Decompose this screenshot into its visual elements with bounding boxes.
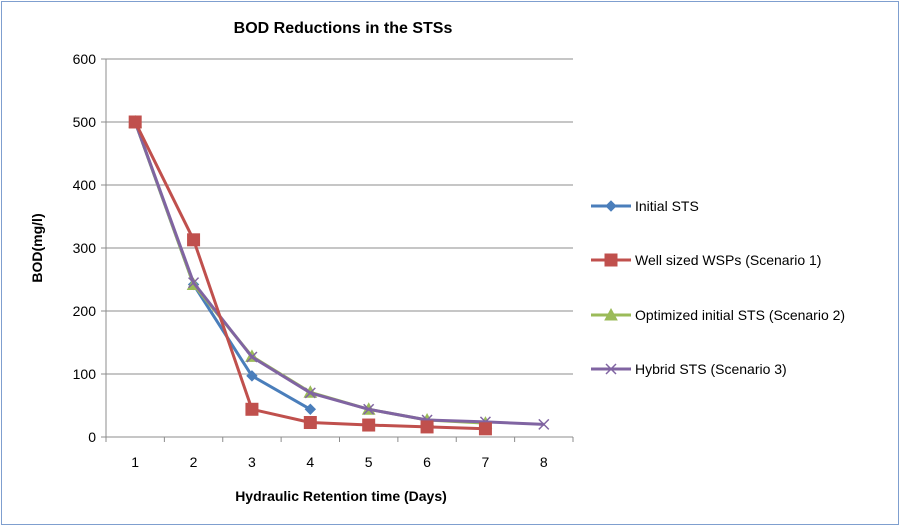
y-tick-labels: 0 100 200 300 400 500 600 [73,51,97,445]
legend-label: Optimized initial STS (Scenario 2) [635,307,845,323]
y-tick-label: 500 [73,114,97,130]
data-point [245,402,259,416]
y-axis-title: BOD(mg/l) [29,213,45,282]
legend-label: Initial STS [635,198,699,214]
gridlines [101,58,573,438]
y-tick-label: 300 [73,240,97,256]
series-2 [128,115,492,436]
x-tick-label: 7 [482,454,490,470]
legend-marker [604,253,618,267]
data-point [187,233,201,247]
data-point [304,403,317,415]
legend-item-2: Well sized WSPs (Scenario 1) [591,252,821,268]
series-group [128,114,550,436]
series-1 [129,116,317,415]
legend: Initial STS Well sized WSPs (Scenario 1) O… [591,198,845,377]
y-tick-label: 100 [73,366,97,382]
x-tick-label: 2 [190,454,198,470]
data-point [128,115,142,129]
data-point [420,420,434,434]
legend-item-1: Initial STS [591,198,699,214]
series-line [133,121,312,411]
data-point [362,418,376,432]
x-tick-label: 3 [248,454,256,470]
bod-line-chart: BOD Reductions in the STSs 0 100 200 300 400… [29,20,845,504]
data-point [303,416,317,430]
legend-marker [605,200,617,212]
data-point [363,403,375,415]
x-axis-title: Hydraulic Retention time (Days) [235,488,447,504]
data-point [246,351,258,363]
y-tick-label: 0 [88,429,96,445]
y-tick-label: 600 [73,51,97,67]
series-line [133,121,486,425]
data-point [304,387,316,399]
y-tick-label: 400 [73,177,97,193]
series-3 [128,114,493,429]
chart-title: BOD Reductions in the STSs [234,20,453,37]
series-line [133,121,486,431]
x-tick-labels: 1 2 3 4 5 6 7 8 [131,454,548,470]
series-4 [129,116,550,430]
x-tick-label: 6 [423,454,431,470]
legend-marker [605,363,617,375]
legend-label: Hybrid STS (Scenario 3) [635,361,787,377]
legend-marker [604,307,618,321]
y-tick-label: 200 [73,303,97,319]
data-point [246,370,258,382]
legend-item-3: Optimized initial STS (Scenario 2) [591,307,845,323]
legend-label: Well sized WSPs (Scenario 1) [635,252,821,268]
x-tick-label: 1 [131,454,139,470]
x-tick-label: 5 [365,454,373,470]
x-tick-label: 4 [306,454,314,470]
data-point [188,277,200,289]
legend-item-4: Hybrid STS (Scenario 3) [591,361,787,377]
series-line [133,121,544,426]
data-point [538,418,550,430]
axes [105,59,574,442]
data-point [478,422,492,436]
x-tick-label: 8 [540,454,548,470]
